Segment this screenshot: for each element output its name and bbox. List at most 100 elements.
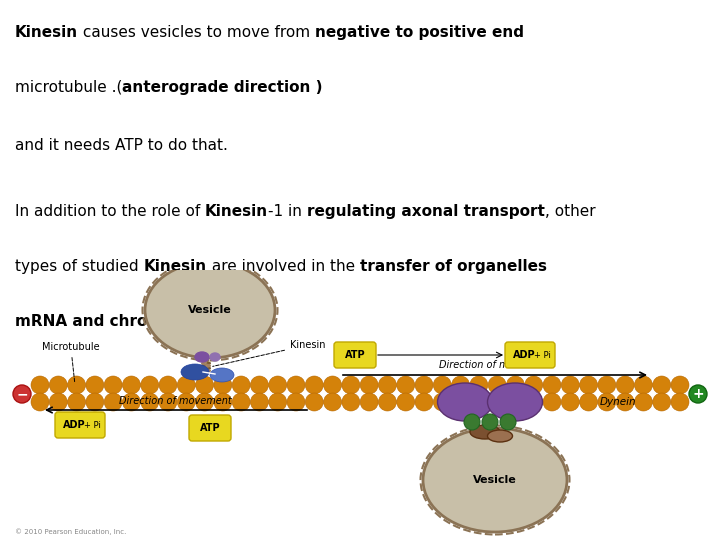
Circle shape [689,385,707,403]
Circle shape [323,376,341,394]
Circle shape [506,376,524,394]
Circle shape [31,393,49,411]
Text: In addition to the role of: In addition to the role of [15,204,205,219]
Circle shape [251,376,269,394]
Ellipse shape [145,262,275,358]
Text: © 2010 Pearson Education, Inc.: © 2010 Pearson Education, Inc. [15,528,127,535]
Ellipse shape [487,383,542,421]
Text: + Pi: + Pi [84,421,100,429]
Circle shape [196,376,214,394]
Circle shape [104,393,122,411]
Text: -1 in: -1 in [269,204,307,219]
Circle shape [451,393,469,411]
Circle shape [305,376,323,394]
Circle shape [379,376,397,394]
Ellipse shape [423,428,567,532]
Circle shape [543,376,561,394]
Circle shape [598,393,616,411]
Circle shape [653,376,671,394]
Text: +: + [692,387,704,401]
Text: Dynein: Dynein [600,397,636,407]
Text: mRNA and chromosomes.: mRNA and chromosomes. [15,314,234,329]
Text: Kinesin functions: Kinesin functions [224,24,496,52]
Circle shape [177,376,195,394]
Text: anterograde direction ): anterograde direction ) [122,80,323,94]
Circle shape [86,376,104,394]
Circle shape [360,393,378,411]
Text: Kinesin: Kinesin [143,259,207,274]
Circle shape [488,393,506,411]
Circle shape [580,376,598,394]
Circle shape [287,393,305,411]
Circle shape [342,393,360,411]
Ellipse shape [470,425,500,439]
Circle shape [214,376,232,394]
FancyBboxPatch shape [505,342,555,368]
Circle shape [342,376,360,394]
Ellipse shape [438,383,492,421]
Text: causes vesicles to move from: causes vesicles to move from [78,25,315,39]
Circle shape [196,393,214,411]
Circle shape [634,393,652,411]
Ellipse shape [210,353,220,361]
Text: ADP: ADP [63,420,85,430]
Circle shape [104,376,122,394]
Circle shape [269,376,287,394]
Text: Kinesin: Kinesin [205,204,269,219]
Circle shape [122,376,140,394]
Text: Kinesin: Kinesin [15,25,78,39]
Text: + Pi: + Pi [534,350,550,360]
Circle shape [562,393,580,411]
Circle shape [598,376,616,394]
Circle shape [323,393,341,411]
Circle shape [159,393,177,411]
Circle shape [671,376,689,394]
Circle shape [634,376,652,394]
Text: Kinesin: Kinesin [212,340,325,367]
Circle shape [415,376,433,394]
Circle shape [525,393,543,411]
FancyBboxPatch shape [334,342,376,368]
Text: ATP: ATP [345,350,365,360]
Text: negative to positive end: negative to positive end [315,25,524,39]
Circle shape [122,393,140,411]
Circle shape [653,393,671,411]
Circle shape [177,393,195,411]
Circle shape [269,393,287,411]
Circle shape [543,393,561,411]
Text: ATP: ATP [199,423,220,433]
Circle shape [251,393,269,411]
Circle shape [397,376,415,394]
Circle shape [562,376,580,394]
FancyBboxPatch shape [55,412,105,438]
Text: Vesicle: Vesicle [473,475,517,485]
Circle shape [13,385,31,403]
Ellipse shape [181,364,209,380]
Text: Microtubule: Microtubule [42,342,99,382]
Circle shape [86,393,104,411]
Circle shape [470,393,488,411]
Circle shape [232,393,250,411]
Circle shape [464,414,480,430]
Circle shape [49,376,67,394]
Circle shape [616,393,634,411]
Text: Direction of movement: Direction of movement [119,396,231,406]
Circle shape [470,376,488,394]
Circle shape [451,376,469,394]
Text: Vesicle: Vesicle [188,305,232,315]
FancyBboxPatch shape [189,415,231,441]
Circle shape [415,393,433,411]
Text: Direction of movement: Direction of movement [438,360,552,370]
Text: are involved in the: are involved in the [207,259,359,274]
Circle shape [140,393,158,411]
Circle shape [360,376,378,394]
Circle shape [506,393,524,411]
Text: microtubule .(: microtubule .( [15,80,122,94]
Text: regulating axonal transport: regulating axonal transport [307,204,545,219]
Circle shape [305,393,323,411]
Circle shape [433,393,451,411]
Ellipse shape [195,352,209,362]
Circle shape [671,393,689,411]
Text: transfer of organelles: transfer of organelles [359,259,546,274]
Circle shape [214,393,232,411]
